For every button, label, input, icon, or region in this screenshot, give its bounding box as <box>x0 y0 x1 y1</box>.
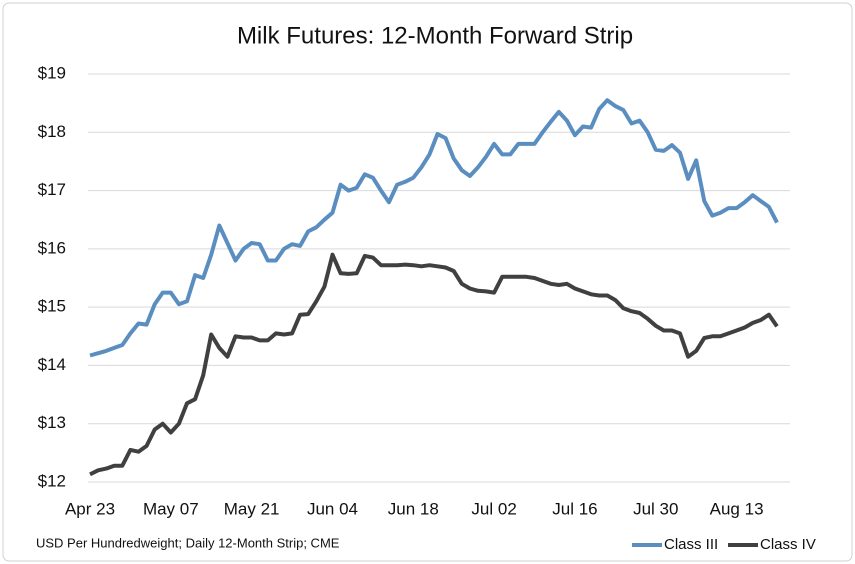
x-tick-label: Jul 30 <box>633 499 678 518</box>
legend-label: Class IV <box>760 536 816 553</box>
note: USD Per Hundredweight; Daily 12-Month St… <box>36 535 340 550</box>
y-tick-label: $17 <box>38 180 66 199</box>
x-tick-label: Aug 13 <box>710 499 764 518</box>
legend-label: Class III <box>664 536 718 553</box>
y-tick-label: $12 <box>38 471 66 490</box>
series-line <box>89 98 779 358</box>
series-line <box>89 252 779 477</box>
x-tick-label: May 07 <box>143 499 199 518</box>
y-tick-label: $13 <box>38 413 66 432</box>
y-tick-label: $19 <box>38 63 66 82</box>
y-tick-label: $16 <box>38 238 66 257</box>
x-tick-label: May 21 <box>224 499 280 518</box>
x-tick-label: Jul 02 <box>471 499 516 518</box>
x-tick-label: Jun 04 <box>307 499 358 518</box>
chart-title: Milk Futures: 12-Month Forward Strip <box>237 22 633 49</box>
x-tick-label: Jun 18 <box>388 499 439 518</box>
y-tick-label: $14 <box>38 355 66 374</box>
y-tick-label: $15 <box>38 297 66 316</box>
y-tick-label: $18 <box>38 122 66 141</box>
x-tick-label: Apr 23 <box>65 499 115 518</box>
x-tick-label: Jul 16 <box>552 499 597 518</box>
